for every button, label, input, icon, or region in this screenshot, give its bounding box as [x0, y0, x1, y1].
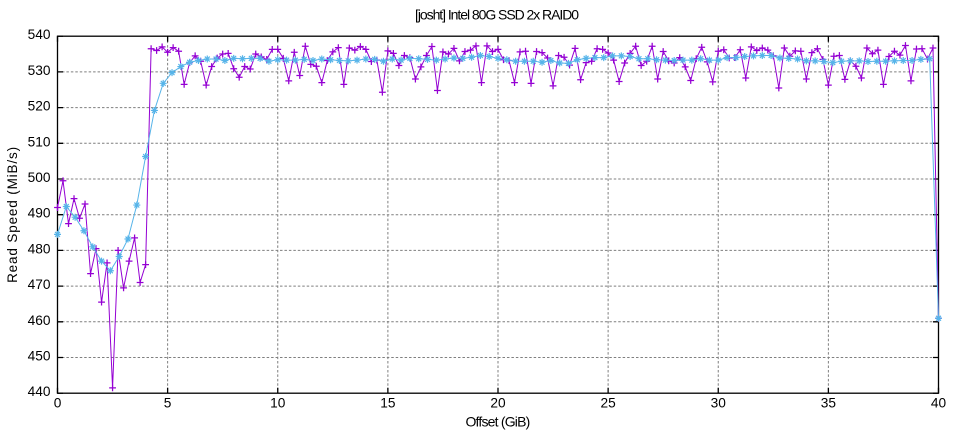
svg-text:490: 490	[28, 206, 51, 221]
svg-text:[josht] Intel 80G SSD 2x RAID0: [josht] Intel 80G SSD 2x RAID0	[415, 6, 579, 22]
svg-text:460: 460	[28, 313, 51, 328]
svg-text:Offset (GiB): Offset (GiB)	[465, 414, 529, 430]
svg-text:Read Speed (MiB/s): Read Speed (MiB/s)	[5, 146, 20, 283]
svg-text:480: 480	[28, 241, 51, 256]
svg-text:510: 510	[28, 134, 51, 149]
svg-text:35: 35	[821, 396, 837, 411]
svg-text:15: 15	[380, 396, 396, 411]
svg-text:30: 30	[711, 396, 727, 411]
svg-text:530: 530	[28, 63, 51, 78]
svg-text:20: 20	[490, 396, 506, 411]
svg-text:540: 540	[28, 27, 51, 42]
svg-text:0: 0	[54, 396, 62, 411]
svg-text:5: 5	[164, 396, 172, 411]
svg-text:440: 440	[28, 384, 51, 399]
svg-text:40: 40	[931, 396, 947, 411]
svg-text:470: 470	[28, 277, 51, 292]
svg-text:500: 500	[28, 170, 51, 185]
svg-text:25: 25	[601, 396, 617, 411]
svg-text:520: 520	[28, 99, 51, 114]
svg-text:450: 450	[28, 349, 51, 364]
svg-text:10: 10	[270, 396, 286, 411]
